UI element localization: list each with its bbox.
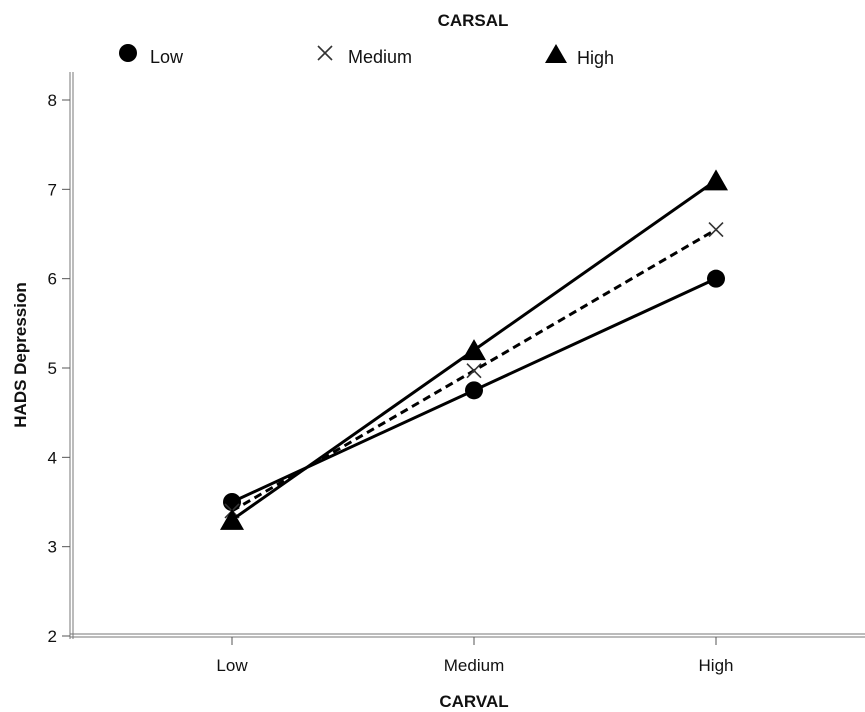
data-point-high — [704, 169, 728, 191]
x-tick-label: Low — [216, 656, 248, 675]
legend-marker-high — [545, 44, 567, 63]
x-axis-label: CARVAL — [439, 692, 508, 711]
x-tick-label: Medium — [444, 656, 504, 675]
data-point-high — [220, 508, 244, 530]
y-tick-label: 5 — [48, 359, 57, 378]
data-point-low — [707, 269, 725, 288]
legend-title: CARSAL — [438, 11, 509, 30]
data-point-medium — [708, 221, 724, 238]
x-axis — [70, 633, 865, 638]
x-ticks: Low Medium High — [216, 637, 733, 675]
data-point-high — [462, 339, 486, 361]
legend-label-high: High — [577, 48, 614, 68]
legend-marker-medium — [317, 45, 333, 61]
y-tick-label: 4 — [48, 448, 57, 467]
y-tick-label: 6 — [48, 270, 57, 289]
y-tick-label: 8 — [48, 91, 57, 110]
data-point-low — [465, 381, 483, 400]
y-tick-label: 3 — [48, 538, 57, 557]
y-tick-label: 2 — [48, 627, 57, 646]
y-axis — [69, 72, 74, 639]
x-tick-label: High — [699, 656, 734, 675]
legend-label-medium: Medium — [348, 47, 412, 67]
series-layer — [220, 169, 728, 530]
y-axis-label: HADS Depression — [11, 282, 30, 427]
y-ticks: 2 3 4 5 6 7 8 — [48, 91, 70, 646]
legend-label-low: Low — [150, 47, 184, 67]
y-tick-label: 7 — [48, 180, 57, 199]
data-point-medium — [466, 363, 482, 379]
legend: Low Medium High — [119, 44, 614, 68]
legend-marker-low — [119, 44, 137, 62]
